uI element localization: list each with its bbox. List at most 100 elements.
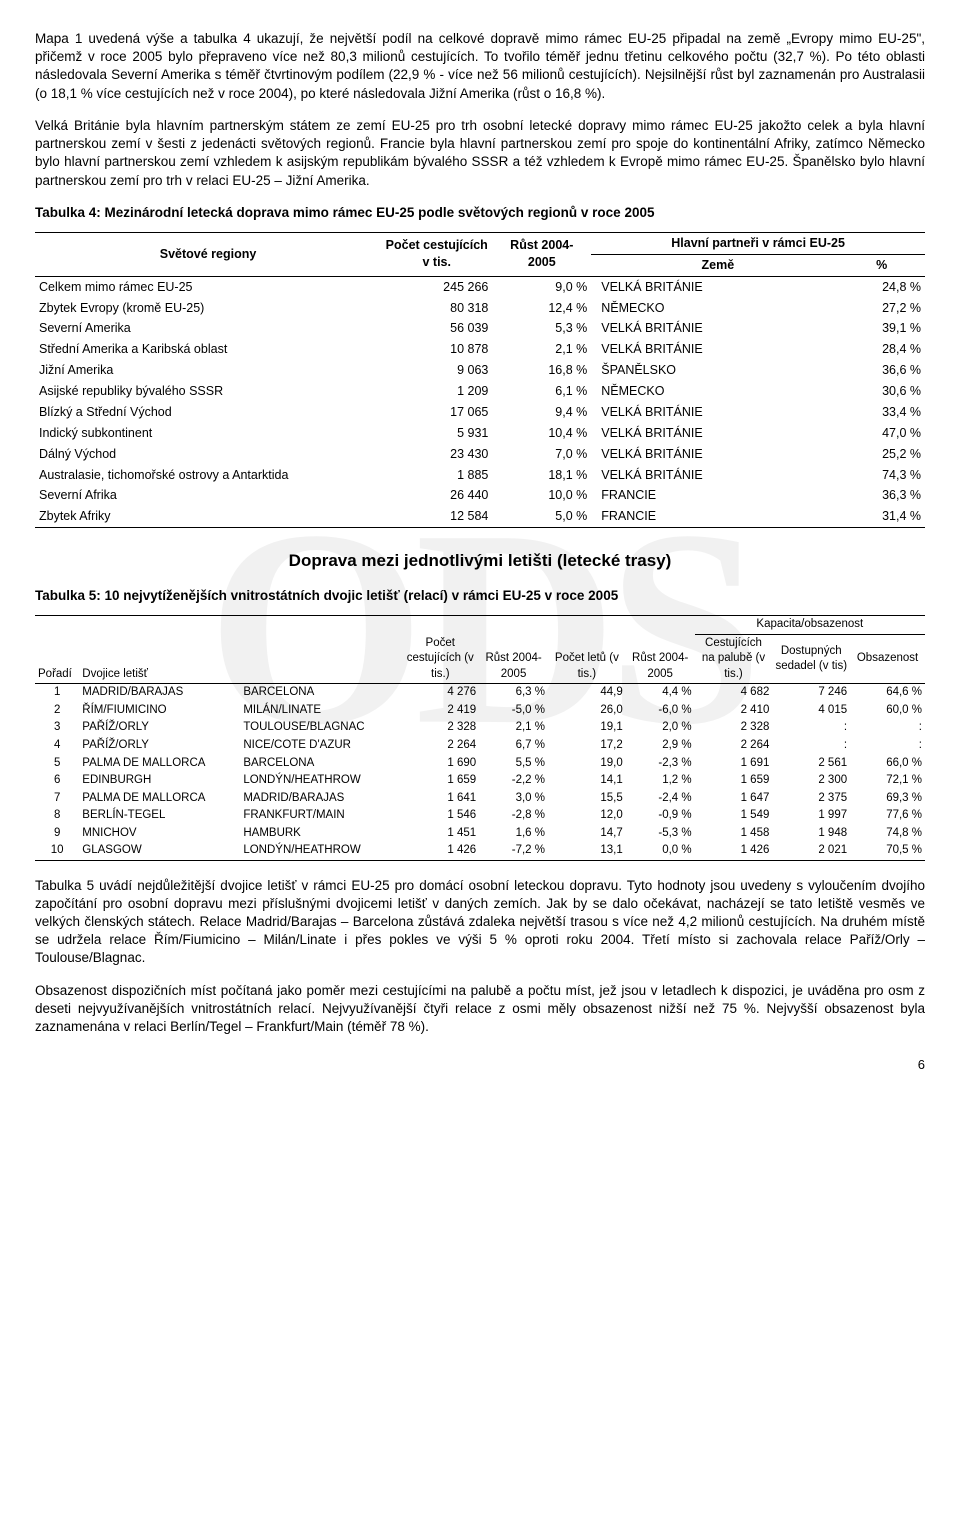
cell-g2: 2,0 %: [626, 719, 695, 737]
paragraph-4: Obsazenost dispozičních míst počítaná ja…: [35, 982, 925, 1037]
cell-region: Severní Amerika: [35, 318, 381, 339]
t5-h-pax: Počet cestujících (v tis.): [401, 616, 479, 684]
cell-pct: 36,3 %: [838, 485, 925, 506]
cell-pct: 74,3 %: [838, 465, 925, 486]
cell-growth: 2,1 %: [492, 339, 591, 360]
cell-country: VELKÁ BRITÁNIE: [591, 423, 838, 444]
t4-h-growth: Růst 2004-2005: [492, 232, 591, 276]
cell-country: VELKÁ BRITÁNIE: [591, 318, 838, 339]
cell-ap1: GLASGOW: [79, 842, 240, 860]
cell-ap2: NICE/COTE D'AZUR: [240, 737, 401, 755]
table-4: Světové regiony Počet cestujících v tis.…: [35, 232, 925, 528]
table-row: 9MNICHOVHAMBURK1 4511,6 %14,7-5,3 %1 458…: [35, 825, 925, 843]
t5-h-paxob: Cestujících na palubě (v tis.): [695, 634, 773, 684]
cell-seat: 2 375: [772, 790, 850, 808]
cell-country: FRANCIE: [591, 506, 838, 527]
cell-pax: 2 264: [401, 737, 479, 755]
cell-occ: 60,0 %: [850, 702, 925, 720]
section-title: Doprava mezi jednotlivými letišti (letec…: [35, 550, 925, 573]
cell-g2: -2,4 %: [626, 790, 695, 808]
table-row: 3PAŘÍŽ/ORLYTOULOUSE/BLAGNAC2 3282,1 %19,…: [35, 719, 925, 737]
cell-ap1: BERLÍN-TEGEL: [79, 807, 240, 825]
table-row: Indický subkontinent5 93110,4 %VELKÁ BRI…: [35, 423, 925, 444]
t4-h-partners: Hlavní partneři v rámci EU-25: [591, 232, 925, 254]
cell-count: 1 885: [381, 465, 492, 486]
table-row: 2ŘÍM/FIUMICINOMILÁN/LINATE2 419-5,0 %26,…: [35, 702, 925, 720]
table-row: 5PALMA DE MALLORCABARCELONA1 6905,5 %19,…: [35, 755, 925, 773]
cell-occ: 77,6 %: [850, 807, 925, 825]
table-row: Asijské republiky bývalého SSSR1 2096,1 …: [35, 381, 925, 402]
cell-seat: 7 246: [772, 684, 850, 702]
cell-region: Celkem mimo rámec EU-25: [35, 276, 381, 297]
cell-ap1: MADRID/BARAJAS: [79, 684, 240, 702]
cell-ap1: PALMA DE MALLORCA: [79, 755, 240, 773]
cell-growth: 9,4 %: [492, 402, 591, 423]
table4-title: Tabulka 4: Mezinárodní letecká doprava m…: [35, 204, 925, 222]
cell-g2: 1,2 %: [626, 772, 695, 790]
cell-ap1: MNICHOV: [79, 825, 240, 843]
cell-count: 17 065: [381, 402, 492, 423]
cell-region: Severní Afrika: [35, 485, 381, 506]
cell-rank: 7: [35, 790, 79, 808]
t5-h-flights: Počet letů (v tis.): [548, 616, 626, 684]
cell-region: Australasie, tichomořské ostrovy a Antar…: [35, 465, 381, 486]
cell-pct: 31,4 %: [838, 506, 925, 527]
cell-g1: -2,8 %: [479, 807, 548, 825]
cell-flights: 14,1: [548, 772, 626, 790]
cell-pax: 1 546: [401, 807, 479, 825]
table-row: 7PALMA DE MALLORCAMADRID/BARAJAS1 6413,0…: [35, 790, 925, 808]
cell-count: 80 318: [381, 298, 492, 319]
cell-seat: 2 300: [772, 772, 850, 790]
cell-flights: 12,0: [548, 807, 626, 825]
cell-country: FRANCIE: [591, 485, 838, 506]
cell-rank: 10: [35, 842, 79, 860]
cell-count: 26 440: [381, 485, 492, 506]
cell-g2: -2,3 %: [626, 755, 695, 773]
cell-g1: 3,0 %: [479, 790, 548, 808]
table-row: Dálný Východ23 4307,0 %VELKÁ BRITÁNIE25,…: [35, 444, 925, 465]
cell-seat: :: [772, 737, 850, 755]
cell-seat: 4 015: [772, 702, 850, 720]
cell-growth: 9,0 %: [492, 276, 591, 297]
cell-pax: 1 659: [401, 772, 479, 790]
t4-h-regions: Světové regiony: [35, 232, 381, 276]
cell-rank: 4: [35, 737, 79, 755]
cell-ap2: MILÁN/LINATE: [240, 702, 401, 720]
cell-pax: 1 690: [401, 755, 479, 773]
paragraph-1: Mapa 1 uvedená výše a tabulka 4 ukazují,…: [35, 30, 925, 103]
cell-flights: 26,0: [548, 702, 626, 720]
cell-rank: 9: [35, 825, 79, 843]
cell-growth: 18,1 %: [492, 465, 591, 486]
cell-paxob: 2 264: [695, 737, 773, 755]
cell-paxob: 4 682: [695, 684, 773, 702]
cell-g1: -7,2 %: [479, 842, 548, 860]
cell-g1: 6,7 %: [479, 737, 548, 755]
t5-h-occ: Obsazenost: [850, 634, 925, 684]
cell-ap2: TOULOUSE/BLAGNAC: [240, 719, 401, 737]
cell-region: Indický subkontinent: [35, 423, 381, 444]
cell-region: Asijské republiky bývalého SSSR: [35, 381, 381, 402]
cell-country: VELKÁ BRITÁNIE: [591, 339, 838, 360]
table-row: Střední Amerika a Karibská oblast10 8782…: [35, 339, 925, 360]
table-row: Jižní Amerika9 06316,8 %ŠPANĚLSKO36,6 %: [35, 360, 925, 381]
cell-growth: 7,0 %: [492, 444, 591, 465]
cell-ap2: HAMBURK: [240, 825, 401, 843]
cell-pct: 36,6 %: [838, 360, 925, 381]
cell-g1: 6,3 %: [479, 684, 548, 702]
cell-country: ŠPANĚLSKO: [591, 360, 838, 381]
cell-paxob: 2 328: [695, 719, 773, 737]
cell-g1: 2,1 %: [479, 719, 548, 737]
cell-g2: -6,0 %: [626, 702, 695, 720]
cell-ap1: ŘÍM/FIUMICINO: [79, 702, 240, 720]
cell-g1: -5,0 %: [479, 702, 548, 720]
table-row: Blízký a Střední Východ17 0659,4 %VELKÁ …: [35, 402, 925, 423]
cell-occ: 74,8 %: [850, 825, 925, 843]
table-row: 1MADRID/BARAJASBARCELONA4 2766,3 %44,94,…: [35, 684, 925, 702]
cell-growth: 5,0 %: [492, 506, 591, 527]
cell-count: 1 209: [381, 381, 492, 402]
cell-country: VELKÁ BRITÁNIE: [591, 276, 838, 297]
cell-ap1: EDINBURGH: [79, 772, 240, 790]
cell-count: 12 584: [381, 506, 492, 527]
cell-region: Jižní Amerika: [35, 360, 381, 381]
cell-ap1: PAŘÍŽ/ORLY: [79, 719, 240, 737]
